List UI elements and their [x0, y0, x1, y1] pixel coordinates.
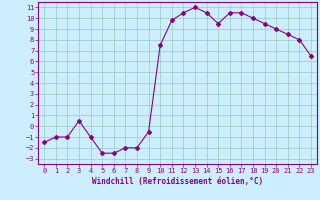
X-axis label: Windchill (Refroidissement éolien,°C): Windchill (Refroidissement éolien,°C) — [92, 177, 263, 186]
